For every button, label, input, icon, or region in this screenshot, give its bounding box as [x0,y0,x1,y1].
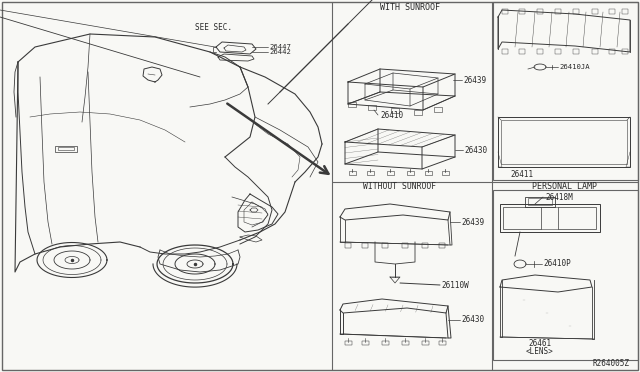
Bar [555,49,561,54]
Bar [528,198,552,205]
Bar [442,171,449,175]
Bar [402,341,409,345]
Bar [537,49,543,54]
Bar [407,171,414,175]
Text: 26410JA: 26410JA [559,64,589,70]
Text: R264005Z: R264005Z [593,359,630,369]
Text: 26410: 26410 [380,110,403,119]
Text: SEE SEC.: SEE SEC. [195,22,232,32]
Bar [414,110,422,115]
Bar [525,197,555,207]
Bar [434,107,442,112]
Bar [609,9,615,14]
Bar [622,9,628,14]
Text: WITH SUNROOF: WITH SUNROOF [380,3,440,12]
Bar [622,49,628,54]
Text: <LENS>: <LENS> [526,346,554,356]
Bar [345,341,352,345]
Bar [382,243,388,248]
Bar [367,171,374,175]
Bar [58,147,74,150]
Bar [558,207,596,229]
Text: 26442: 26442 [269,49,291,55]
Bar [500,204,600,232]
Bar [573,49,579,54]
Text: 26110W: 26110W [441,280,468,289]
Text: 26439: 26439 [461,218,484,227]
Bar [368,105,376,110]
Bar [439,243,445,248]
Text: 26447: 26447 [269,44,291,50]
Bar [55,146,77,152]
Bar [422,243,428,248]
Bar [537,9,543,14]
Bar [609,49,615,54]
Bar [349,171,356,175]
Bar [502,9,508,14]
Bar [519,49,525,54]
Text: 26430: 26430 [461,315,484,324]
Bar [425,171,432,175]
Text: 26439: 26439 [463,76,486,84]
Bar [348,102,356,107]
Bar [362,243,368,248]
Bar [502,49,508,54]
Text: 26410P: 26410P [543,260,571,269]
Text: 26418M: 26418M [545,192,573,202]
Bar [387,171,394,175]
Bar [493,190,638,360]
Bar [592,9,598,14]
Bar [382,341,389,345]
Bar [391,108,399,113]
Text: PERSONAL LAMP: PERSONAL LAMP [532,182,598,190]
Text: 26411: 26411 [510,170,533,179]
Bar [501,120,627,164]
Bar [519,9,525,14]
Bar [362,341,369,345]
Bar [498,117,630,167]
Bar [592,49,598,54]
Text: 26461: 26461 [529,340,552,349]
Bar [402,243,408,248]
Bar [422,341,429,345]
Bar [555,9,561,14]
Text: 26430: 26430 [464,145,487,154]
Bar [503,207,541,229]
Bar [493,2,638,180]
Text: WITHOUT SUNROOF: WITHOUT SUNROOF [364,182,436,190]
Bar [573,9,579,14]
Bar [345,243,351,248]
Bar [439,341,446,345]
